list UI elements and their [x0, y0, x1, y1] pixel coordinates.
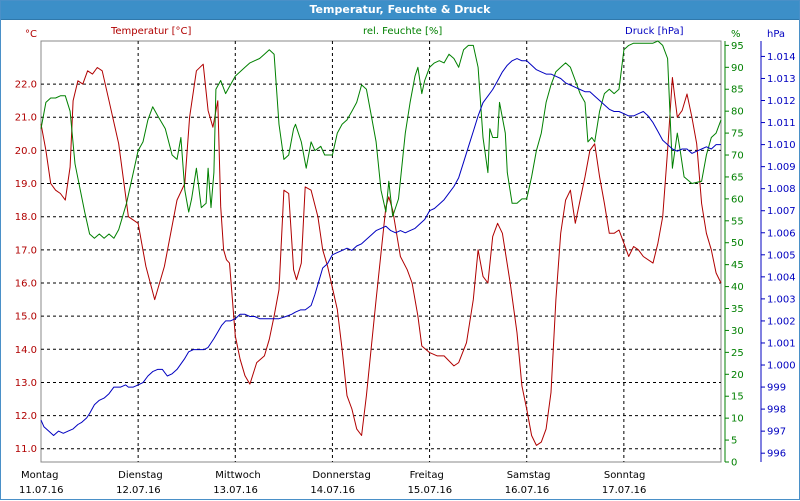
x-tick-label-day: Donnerstag — [312, 470, 370, 481]
y-mid-tick-label: 0 — [731, 458, 737, 469]
y-left-label: Temperatur [°C] — [110, 26, 191, 37]
y-right-tick-label: 1.006 — [767, 228, 796, 239]
y-right-tick-label: 1.011 — [767, 118, 796, 129]
y-mid-tick-label: 95 — [731, 41, 744, 52]
y-mid-tick-label: 25 — [731, 348, 744, 359]
window-title: Temperatur, Feuchte & Druck — [1, 1, 799, 20]
y-right-tick-label: 1.007 — [767, 206, 796, 217]
y-right-tick-label: 999 — [767, 383, 786, 394]
y-left-tick-label: 14.0 — [15, 345, 37, 356]
plot-frame — [40, 40, 722, 463]
y-right-tick-label: 1.009 — [767, 162, 796, 173]
y-mid-tick-label: 45 — [731, 260, 744, 271]
y-mid-tick-label: 65 — [731, 172, 744, 183]
y-mid-tick-label: 60 — [731, 194, 744, 205]
y-right-tick-label: 1.001 — [767, 338, 796, 349]
y-right-tick-label: 997 — [767, 427, 786, 438]
y-right-tick-label: 996 — [767, 449, 786, 460]
x-tick-label-day: Freitag — [410, 470, 444, 481]
y-left-tick-label: 19.0 — [15, 179, 37, 190]
y-left-unit: °C — [25, 29, 37, 40]
x-tick-label-day: Montag — [21, 470, 58, 481]
y-right-tick-label: 1.002 — [767, 316, 796, 327]
x-tick-label-day: Samstag — [507, 470, 551, 481]
y-right-label: Druck [hPa] — [625, 26, 684, 37]
y-mid-tick-label: 40 — [731, 282, 744, 293]
x-tick-label-day: Sonntag — [604, 470, 646, 481]
x-tick-label-date: 11.07.16 — [19, 485, 64, 496]
y-right-tick-label: 1.013 — [767, 74, 796, 85]
y-mid-tick-label: 55 — [731, 216, 744, 227]
y-right-tick-label: 1.012 — [767, 96, 796, 107]
y-right-tick-label: 1.008 — [767, 184, 796, 195]
y-right-tick-label: 998 — [767, 405, 786, 416]
y-mid-tick-label: 50 — [731, 238, 744, 249]
y-mid-tick-label: 80 — [731, 107, 744, 118]
y-left-tick-label: 20.0 — [15, 146, 37, 157]
series-line-humidity — [40, 40, 722, 239]
y-left-tick-label: 15.0 — [15, 312, 37, 323]
series-line-temperature — [40, 63, 722, 446]
y-right-unit: hPa — [767, 29, 785, 40]
y-left-tick-label: 13.0 — [15, 378, 37, 389]
y-right-tick-label: 1.005 — [767, 250, 796, 261]
y-mid-tick-label: 75 — [731, 129, 744, 140]
y-mid-tick-label: 90 — [731, 63, 744, 74]
y-left-tick-label: 17.0 — [15, 245, 37, 256]
y-left-tick-label: 16.0 — [15, 278, 37, 289]
y-mid-tick-label: 70 — [731, 151, 744, 162]
x-tick-label-day: Dienstag — [118, 470, 163, 481]
y-right-tick-label: 1.000 — [767, 361, 796, 372]
y-left-tick-label: 21.0 — [15, 113, 37, 124]
x-tick-label-day: Mittwoch — [215, 470, 260, 481]
y-mid-tick-label: 35 — [731, 304, 744, 315]
y-mid-tick-label: 30 — [731, 326, 744, 337]
y-right-tick-label: 1.010 — [767, 140, 796, 151]
x-tick-label-date: 15.07.16 — [408, 485, 453, 496]
x-tick-label-date: 14.07.16 — [310, 485, 355, 496]
y-mid-tick-label: 10 — [731, 414, 744, 425]
y-left-tick-label: 18.0 — [15, 212, 37, 223]
y-left-tick-label: 11.0 — [15, 444, 37, 455]
y-right-tick-label: 1.004 — [767, 272, 796, 283]
y-right-tick-label: 1.003 — [767, 294, 796, 305]
y-left-tick-label: 22.0 — [15, 80, 37, 91]
y-mid-tick-label: 20 — [731, 370, 744, 381]
y-mid-tick-label: 15 — [731, 392, 744, 403]
x-tick-label-date: 12.07.16 — [116, 485, 161, 496]
y-mid-tick-label: 5 — [731, 436, 737, 447]
x-tick-label-date: 16.07.16 — [505, 485, 550, 496]
x-tick-label-date: 17.07.16 — [602, 485, 647, 496]
y-mid-label: rel. Feuchte [%] — [363, 26, 442, 37]
y-left-tick-label: 12.0 — [15, 411, 37, 422]
x-tick-label-date: 13.07.16 — [213, 485, 258, 496]
y-mid-unit: % — [731, 29, 741, 40]
y-mid-tick-label: 85 — [731, 85, 744, 96]
series-line-pressure — [40, 58, 721, 436]
y-right-tick-label: 1.014 — [767, 52, 796, 63]
